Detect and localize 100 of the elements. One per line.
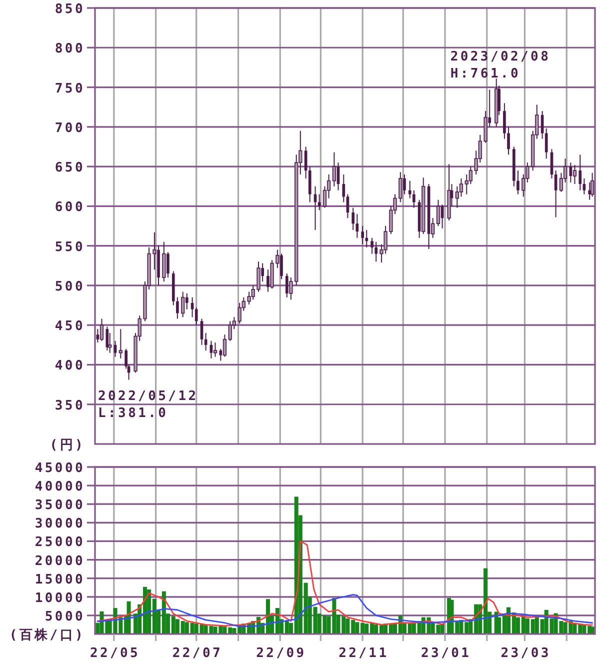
candlestick: [176, 296, 179, 320]
bar: [342, 616, 346, 634]
y-axis-title: (百株/口): [9, 628, 85, 643]
bar: [502, 615, 506, 634]
candlestick: [162, 241, 166, 282]
candlestick: [582, 178, 586, 195]
bar: [497, 617, 502, 634]
bar: [317, 614, 322, 634]
bar: [326, 616, 331, 634]
y-tick-label: 650: [54, 160, 85, 176]
bar: [180, 621, 185, 634]
y-tick-label: 600: [54, 200, 85, 216]
candlestick: [516, 170, 520, 195]
candlestick: [361, 226, 364, 245]
bar: [540, 619, 544, 634]
x-tick-label: 22/07: [172, 646, 223, 661]
bar: [313, 606, 318, 634]
bar: [364, 624, 369, 634]
y-axis-title: (円): [50, 438, 85, 453]
bar: [147, 589, 152, 634]
bar: [152, 598, 156, 634]
candlestick: [342, 174, 346, 203]
y-tick-label: 800: [54, 42, 85, 57]
x-tick-label: 23/01: [421, 646, 472, 661]
candlestick: [370, 237, 374, 254]
candlestick: [194, 307, 198, 326]
bar: [336, 614, 340, 634]
bar: [294, 496, 298, 634]
bar: [550, 618, 554, 634]
candlestick: [572, 164, 577, 184]
y-tick-label: 500: [54, 279, 85, 294]
candlestick: [222, 334, 227, 358]
y-tick-label: 400: [54, 358, 85, 374]
bar: [408, 624, 412, 634]
y-tick-label: 15000: [34, 572, 85, 588]
annotation: 2022/05/12 L:381.0: [98, 388, 198, 421]
candlestick: [106, 326, 109, 351]
candlestick: [468, 166, 472, 184]
bar: [484, 568, 488, 634]
candlestick: [544, 128, 548, 160]
candlestick: [578, 154, 582, 191]
bar: [436, 624, 440, 634]
bar: [351, 620, 356, 634]
candlestick: [540, 110, 544, 140]
candlestick: [118, 328, 122, 359]
bar: [184, 622, 189, 634]
y-tick-label: 700: [54, 120, 85, 136]
y-tick-label: 5000: [44, 609, 85, 624]
x-tick-label: 22/09: [256, 646, 306, 661]
y-tick-label: 40000: [34, 480, 85, 495]
bar: [171, 616, 176, 634]
bar: [156, 610, 161, 634]
candlestick: [374, 241, 378, 262]
bar: [346, 618, 350, 634]
candlestick: [352, 207, 355, 230]
candlestick: [185, 292, 188, 310]
y-tick-label: 25000: [34, 535, 85, 550]
candlestick: [356, 214, 359, 238]
y-tick-label: 35000: [34, 498, 85, 514]
bar: [308, 596, 312, 634]
bar: [530, 619, 535, 634]
bar: [563, 622, 568, 634]
candlestick: [100, 318, 104, 342]
bar: [488, 612, 492, 634]
candlestick: [308, 166, 312, 203]
y-tick-label: 10000: [34, 590, 85, 606]
candlestick: [412, 190, 416, 208]
candlestick: [108, 332, 112, 354]
bar: [525, 618, 530, 634]
candlestick: [507, 126, 510, 156]
x-tick-label: 22/11: [338, 646, 389, 661]
y-tick-label: 450: [54, 319, 85, 334]
bar: [166, 614, 170, 634]
y-tick-label: 20000: [34, 554, 85, 569]
candlestick: [332, 152, 336, 187]
x-tick-label: 22/05: [90, 646, 140, 661]
y-tick-label: 350: [54, 398, 85, 414]
candlestick: [408, 180, 412, 199]
bar: [464, 622, 469, 634]
annotation: 2023/02/08 H:761.0: [450, 50, 551, 82]
y-tick-label: 850: [54, 2, 85, 17]
candlestick: [365, 229, 368, 248]
y-tick-label: 750: [54, 81, 85, 96]
x-tick-label: 23/03: [500, 646, 551, 661]
bar: [355, 622, 360, 634]
bar: [559, 621, 564, 634]
candlestick: [213, 342, 218, 358]
candlestick: [200, 318, 204, 346]
candlestick: [181, 291, 185, 318]
candlestick: [228, 320, 232, 342]
y-tick-label: 550: [54, 240, 85, 255]
candlestick: [503, 102, 506, 140]
candlestick: [459, 178, 464, 198]
bar: [175, 619, 180, 634]
y-tick-label: 45000: [34, 461, 85, 476]
candlestick: [96, 328, 100, 344]
y-tick-label: 30000: [34, 516, 85, 532]
bar: [516, 617, 520, 634]
bar: [284, 621, 289, 634]
candlestick: [590, 172, 594, 198]
